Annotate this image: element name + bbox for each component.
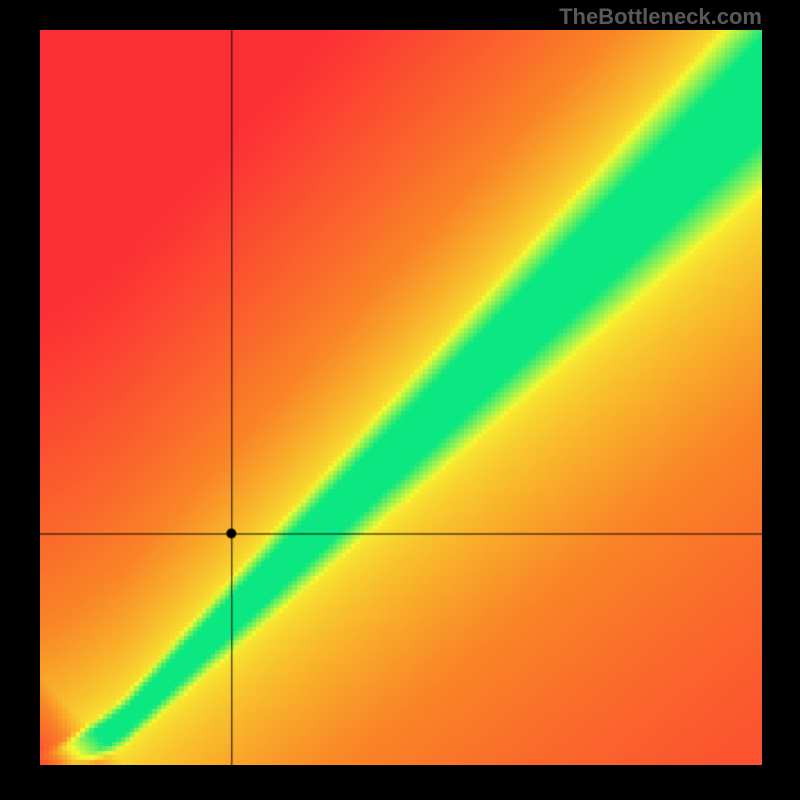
chart-container: TheBottleneck.com (0, 0, 800, 800)
source-watermark: TheBottleneck.com (559, 4, 762, 30)
bottleneck-heatmap (40, 30, 762, 765)
